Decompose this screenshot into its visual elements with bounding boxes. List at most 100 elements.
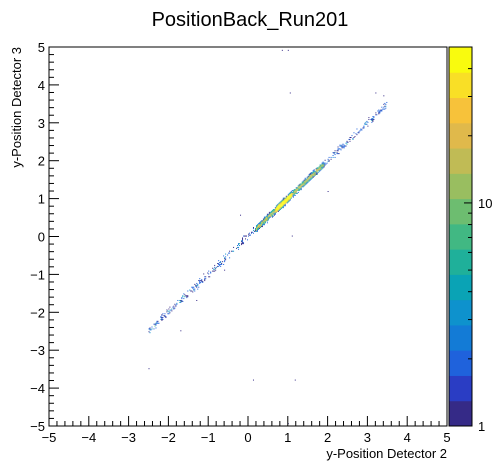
heat-cell [322,164,324,166]
heat-cell [190,290,192,292]
colorbar-segment [449,173,472,200]
heat-cell [283,197,285,199]
heat-cell [315,173,317,175]
heat-cell [308,178,310,180]
heat-cell [276,209,278,211]
heat-cell [315,173,317,175]
heat-cell [295,190,297,192]
heat-cell [280,206,282,208]
heat-cell [286,200,288,202]
heat-cell [308,174,310,176]
heat-cell [316,173,318,175]
heat-cell [184,296,186,298]
heat-cell [274,210,276,212]
heat-cell [260,226,262,228]
heat-cell [320,164,322,166]
heat-cell [277,208,279,210]
heat-cell [264,221,266,223]
heat-cell [378,113,380,115]
heat-cell [309,179,311,181]
heat-cell [155,324,157,326]
heat-cell [315,172,317,174]
heat-cell [311,173,313,175]
heat-cell [212,270,214,272]
heat-cell [266,217,268,219]
heat-cell [194,290,196,292]
heat-cell [287,197,289,199]
heat-cell [385,105,387,107]
heat-cell [291,190,293,192]
heat-cell [300,183,302,185]
x-tick-label: −1 [201,430,216,445]
heat-cell [262,224,264,226]
heat-cell [258,222,260,224]
heat-cell [256,225,258,227]
heat-cell [313,174,315,176]
heat-cell [242,239,244,241]
heat-cell [243,235,245,237]
x-axis: −5 −4 −3 −2 −1 0 1 2 3 4 5 [42,416,451,445]
heat-cell [306,178,308,180]
heat-cell [224,260,226,262]
heat-cell [196,284,198,286]
colorbar-segment [449,249,472,275]
heat-cell [334,152,336,154]
heat-cell [269,215,271,217]
heat-cell [288,192,290,194]
heat-cell [282,203,284,205]
heat-cell [360,129,362,131]
heat-cell [225,253,227,255]
heat-cell [289,192,291,194]
heat-cell [266,214,268,216]
heat-cell [281,204,283,206]
heat-cell [299,187,301,189]
heat-cell [217,263,219,265]
heat-cell [280,202,282,204]
heat-cell [365,121,367,123]
colorbar-segment [449,72,472,99]
heat-cell [218,260,220,262]
heat-cell [289,92,291,94]
heat-cell [284,202,286,204]
heat-cell [225,258,227,260]
heat-cell [290,191,292,193]
heat-cell [345,145,347,147]
heat-cell [368,119,370,121]
heat-cell [298,187,300,189]
heat-cell [341,147,343,149]
y-axis-label: y-Position Detector 3 [9,47,24,168]
heat-cell [239,243,241,245]
y-tick-label: −1 [30,267,45,282]
heat-cell [311,176,313,178]
heat-cell [265,215,267,217]
heat-cell [261,223,263,225]
heat-cell [280,208,282,210]
heat-cell [304,178,306,180]
heat-cell [252,229,254,231]
heat-cell [301,182,303,184]
heat-cell [304,181,306,183]
heat-cell [260,222,262,224]
heat-cell [283,205,285,207]
heat-cell [328,159,330,161]
heat-cell [259,226,261,228]
heat-cell [238,248,240,250]
heat-cell [327,158,329,160]
heat-cell [220,265,222,267]
heat-cell [286,198,288,200]
heat-cell [161,317,163,319]
heat-cell [346,143,348,145]
heat-cell [262,219,264,221]
heat-cell [265,217,267,219]
heat-cell [257,225,259,227]
heat-cell [277,205,279,207]
heat-cell [257,226,259,228]
heat-cell [317,170,319,172]
heat-cell [219,263,221,265]
heat-cell [318,168,320,170]
heat-cell [160,317,162,319]
heat-cell [200,281,202,283]
heat-cell [274,209,276,211]
heat-cell [278,204,280,206]
heat-cell [319,167,321,169]
